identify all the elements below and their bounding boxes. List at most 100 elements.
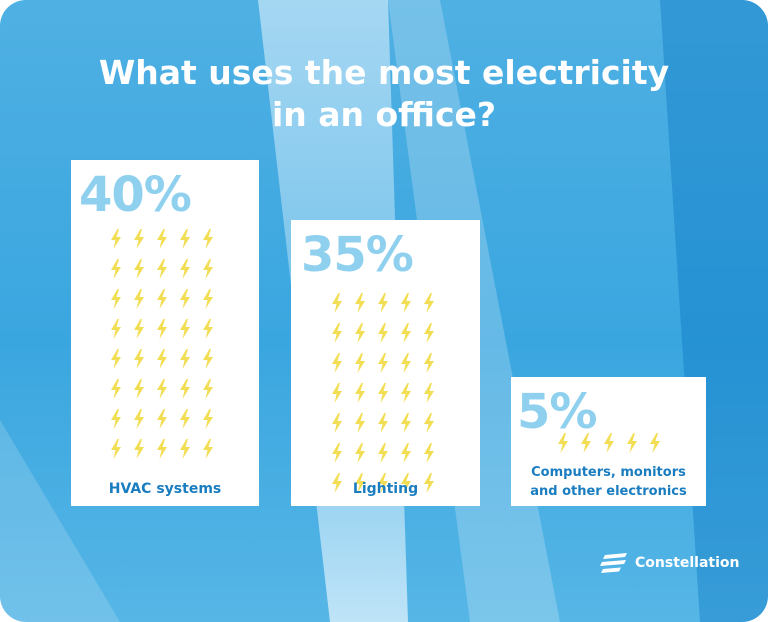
lightning-bolt-icon — [104, 344, 127, 374]
category-label-line: Lighting — [352, 481, 419, 497]
lightning-bolt-icon — [394, 348, 417, 378]
lightning-bolt-icon — [127, 344, 150, 374]
lightning-bolt-icon — [394, 378, 417, 408]
lightning-bolt-icon — [325, 348, 348, 378]
lightning-bolt-icon — [371, 348, 394, 378]
lightning-bolt-icon — [173, 374, 196, 404]
lightning-bolt-icon — [196, 314, 219, 344]
lightning-bolt-icon — [104, 404, 127, 434]
lightning-bolt-icon — [348, 438, 371, 468]
lightning-bolt-icon — [394, 408, 417, 438]
title-line-2: in an office? — [271, 95, 497, 134]
data-label-lighting: 35% — [301, 227, 414, 283]
lightning-bolt-icon — [127, 314, 150, 344]
lightning-bolt-icon — [348, 348, 371, 378]
category-label-lighting: Lighting — [291, 480, 480, 498]
page-title: What uses the most electricity in an off… — [0, 52, 768, 136]
lightning-bolt-icon — [127, 254, 150, 284]
lightning-bolt-icon — [620, 432, 643, 454]
lightning-bolt-icon — [173, 344, 196, 374]
lightning-bolt-icon — [325, 378, 348, 408]
lightning-bolt-icon — [127, 434, 150, 464]
lightning-bolt-icon — [104, 434, 127, 464]
lightning-bolt-icon — [150, 434, 173, 464]
lightning-bolt-icon — [150, 314, 173, 344]
lightning-bolt-icon — [348, 408, 371, 438]
lightning-bolt-icon — [196, 284, 219, 314]
lightning-bolt-icon — [104, 224, 127, 254]
category-label-line: HVAC systems — [108, 481, 222, 497]
lightning-bolt-icon — [196, 224, 219, 254]
lightning-bolt-icon — [127, 404, 150, 434]
lightning-bolt-icon — [127, 284, 150, 314]
lightning-bolt-icon — [394, 438, 417, 468]
lightning-bolt-icon — [597, 432, 620, 454]
lightning-bolt-icon — [150, 224, 173, 254]
lightning-bolt-icon — [417, 318, 440, 348]
lightning-bolt-icon — [417, 378, 440, 408]
lightning-bolt-icon — [551, 432, 574, 454]
lightning-bolt-icon — [104, 314, 127, 344]
lightning-bolt-icon — [196, 404, 219, 434]
lightning-bolt-icon — [325, 318, 348, 348]
lightning-bolt-icon — [371, 438, 394, 468]
lightning-bolt-icon — [325, 408, 348, 438]
lightning-bolt-icon — [104, 374, 127, 404]
constellation-logo-icon — [600, 553, 627, 573]
lightning-bolt-icon — [325, 288, 348, 318]
lightning-bolt-icon — [173, 314, 196, 344]
lightning-bolt-icon — [173, 404, 196, 434]
lightning-bolt-icon — [150, 254, 173, 284]
lightning-bolt-icon — [196, 254, 219, 284]
lightning-bolt-icon — [196, 434, 219, 464]
lightning-bolt-icon — [104, 284, 127, 314]
lightning-bolt-icon — [173, 284, 196, 314]
lightning-bolt-icon — [643, 432, 666, 454]
title-line-1: What uses the most electricity — [98, 53, 670, 92]
lightning-bolt-icon — [173, 434, 196, 464]
lightning-bolt-icon — [348, 288, 371, 318]
lightning-bolt-icon — [574, 432, 597, 454]
lightning-bolt-icon — [104, 254, 127, 284]
data-label-hvac: 40% — [79, 167, 192, 223]
lightning-bolt-icon — [417, 348, 440, 378]
lightning-bolt-icon — [371, 288, 394, 318]
lightning-bolt-icon — [196, 374, 219, 404]
category-label-line: and other electronics — [530, 484, 687, 499]
bolt-grid-computers — [551, 432, 666, 454]
lightning-bolt-icon — [173, 224, 196, 254]
lightning-bolt-icon — [325, 438, 348, 468]
lightning-bolt-icon — [348, 318, 371, 348]
lightning-bolt-icon — [394, 468, 417, 498]
lightning-bolt-icon — [348, 468, 371, 498]
category-label-line: Computers, monitors — [531, 465, 686, 480]
data-label-computers: 5% — [517, 384, 597, 440]
lightning-bolt-icon — [127, 374, 150, 404]
lightning-bolt-icon — [325, 468, 348, 498]
lightning-bolt-icon — [394, 288, 417, 318]
lightning-bolt-icon — [371, 318, 394, 348]
lightning-bolt-icon — [173, 254, 196, 284]
bar-panel-computers: 5% Computers, monitors and other electro… — [511, 377, 706, 506]
category-label-computers: Computers, monitors and other electronic… — [511, 463, 706, 501]
lightning-bolt-icon — [371, 468, 394, 498]
lightning-bolt-icon — [150, 284, 173, 314]
category-label-hvac: HVAC systems — [71, 480, 259, 498]
bar-panel-hvac: 40% HVAC systems — [71, 160, 259, 506]
lightning-bolt-icon — [150, 344, 173, 374]
lightning-bolt-icon — [150, 404, 173, 434]
lightning-bolt-icon — [196, 344, 219, 374]
lightning-bolt-icon — [150, 374, 173, 404]
brand-name: Constellation — [635, 555, 740, 571]
bar-panel-lighting: 35% Lighting — [291, 220, 480, 506]
lightning-bolt-icon — [417, 438, 440, 468]
bolt-grid-hvac — [104, 224, 219, 464]
lightning-bolt-icon — [348, 378, 371, 408]
lightning-bolt-icon — [417, 288, 440, 318]
lightning-bolt-icon — [394, 318, 417, 348]
lightning-bolt-icon — [371, 378, 394, 408]
lightning-bolt-icon — [127, 224, 150, 254]
lightning-bolt-icon — [417, 468, 440, 498]
lightning-bolt-icon — [371, 408, 394, 438]
